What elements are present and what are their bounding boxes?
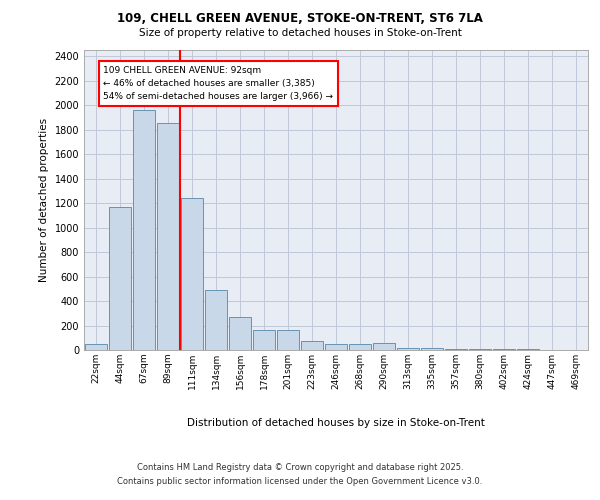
Bar (397, 348, 419, 350)
Bar (469, 349, 491, 350)
Bar (445, 349, 467, 350)
Text: Contains public sector information licensed under the Open Government Licence v3: Contains public sector information licen… (118, 478, 482, 486)
Bar (181, 198, 203, 350)
Bar (109, 206, 131, 350)
Bar (205, 290, 227, 350)
Bar (229, 317, 251, 350)
Bar (301, 341, 323, 350)
Bar (373, 344, 395, 350)
Text: Size of property relative to detached houses in Stoke-on-Trent: Size of property relative to detached ho… (139, 28, 461, 38)
Bar (85, 344, 107, 350)
Bar (133, 110, 155, 350)
Y-axis label: Number of detached properties: Number of detached properties (39, 118, 49, 282)
Text: Distribution of detached houses by size in Stoke-on-Trent: Distribution of detached houses by size … (187, 418, 485, 428)
Bar (277, 330, 299, 350)
Bar (421, 348, 443, 350)
Bar (325, 344, 347, 350)
Text: 109, CHELL GREEN AVENUE, STOKE-ON-TRENT, ST6 7LA: 109, CHELL GREEN AVENUE, STOKE-ON-TRENT,… (117, 12, 483, 26)
Text: Contains HM Land Registry data © Crown copyright and database right 2025.: Contains HM Land Registry data © Crown c… (137, 462, 463, 471)
Bar (253, 330, 275, 350)
Text: 109 CHELL GREEN AVENUE: 92sqm
← 46% of detached houses are smaller (3,385)
54% o: 109 CHELL GREEN AVENUE: 92sqm ← 46% of d… (103, 66, 333, 102)
Bar (157, 124, 179, 350)
Bar (349, 344, 371, 350)
